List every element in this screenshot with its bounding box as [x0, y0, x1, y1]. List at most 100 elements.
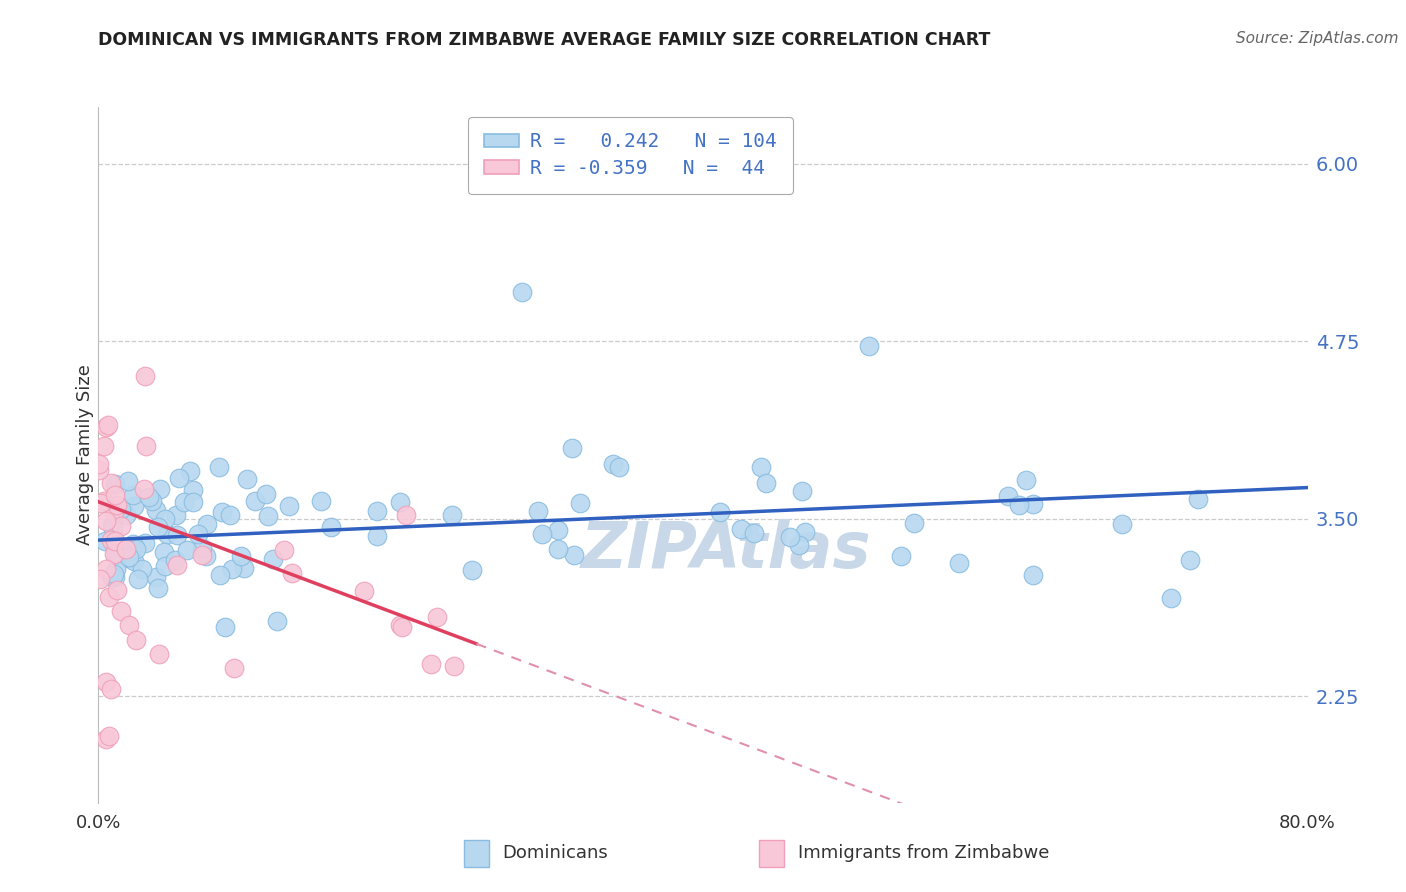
Point — [103, 540, 125, 554]
Point — [187, 526, 209, 541]
Point — [794, 524, 817, 539]
Point — [110, 502, 132, 516]
Point — [1187, 491, 1209, 506]
Point — [165, 553, 187, 567]
Point — [232, 561, 254, 575]
Point — [395, 508, 418, 522]
Point — [90, 496, 112, 510]
Point — [100, 533, 122, 548]
Point — [903, 516, 925, 530]
Point — [779, 531, 801, 545]
Point — [103, 521, 125, 535]
Point — [166, 527, 188, 541]
Point — [97, 417, 120, 432]
Point — [254, 487, 277, 501]
Point — [131, 562, 153, 576]
Point — [121, 537, 143, 551]
Point — [278, 500, 301, 514]
Point — [117, 475, 139, 489]
Point — [104, 549, 127, 563]
Point — [103, 547, 125, 561]
Point — [353, 584, 375, 599]
Point — [138, 490, 160, 504]
Point — [155, 559, 177, 574]
Point — [420, 657, 443, 671]
Point — [145, 570, 167, 584]
Point — [94, 675, 117, 690]
Point — [125, 541, 148, 556]
Point — [309, 494, 332, 508]
Point — [208, 568, 231, 582]
Point — [569, 496, 592, 510]
Point — [195, 517, 218, 532]
Point — [105, 498, 128, 512]
Point — [243, 494, 266, 508]
Text: Dominicans: Dominicans — [503, 844, 609, 862]
Point — [87, 457, 110, 471]
Point — [122, 499, 145, 513]
Point — [1180, 553, 1202, 567]
FancyBboxPatch shape — [464, 840, 489, 867]
Text: ZIPAtlas: ZIPAtlas — [581, 519, 870, 581]
Point — [104, 476, 127, 491]
Point — [103, 567, 125, 582]
Point — [858, 338, 880, 352]
Point — [236, 472, 259, 486]
Point — [1111, 517, 1133, 532]
Point — [181, 495, 204, 509]
Point — [426, 610, 449, 624]
Point — [153, 511, 176, 525]
Point — [135, 438, 157, 452]
Point — [510, 285, 533, 299]
Point — [273, 542, 295, 557]
Point — [101, 518, 124, 533]
Point — [93, 534, 115, 549]
Point — [224, 661, 246, 675]
Point — [103, 505, 125, 519]
Point — [166, 558, 188, 573]
Point — [527, 504, 550, 518]
Point — [104, 569, 127, 583]
Point — [602, 457, 624, 471]
Point — [191, 548, 214, 562]
Point — [321, 520, 343, 534]
Point — [231, 549, 253, 563]
Point — [145, 503, 167, 517]
Point — [1008, 498, 1031, 512]
Point — [104, 488, 127, 502]
Point — [443, 659, 465, 673]
Point — [134, 482, 156, 496]
Point — [118, 618, 141, 632]
Point — [281, 566, 304, 580]
Point — [149, 483, 172, 497]
Point — [547, 542, 569, 557]
Point — [709, 505, 731, 519]
Point — [146, 520, 169, 534]
Point — [101, 536, 124, 550]
Point — [218, 508, 240, 522]
Point — [104, 534, 127, 549]
Point — [214, 620, 236, 634]
Point — [165, 508, 187, 522]
Point — [104, 562, 127, 576]
Point — [121, 541, 143, 556]
Point — [997, 489, 1019, 503]
Point — [221, 562, 243, 576]
Text: Immigrants from Zimbabwe: Immigrants from Zimbabwe — [799, 844, 1049, 862]
Point — [1015, 473, 1038, 487]
Point — [461, 563, 484, 577]
Point — [441, 508, 464, 523]
Point — [751, 460, 773, 475]
Point — [547, 523, 569, 537]
Point — [173, 494, 195, 508]
Point — [190, 541, 212, 555]
Point — [122, 487, 145, 501]
Point — [1160, 591, 1182, 605]
Point — [561, 441, 583, 455]
Point — [105, 546, 128, 560]
Point — [792, 484, 814, 499]
Point — [562, 548, 585, 562]
Point — [391, 620, 413, 634]
Point — [148, 647, 170, 661]
Point — [1022, 568, 1045, 582]
